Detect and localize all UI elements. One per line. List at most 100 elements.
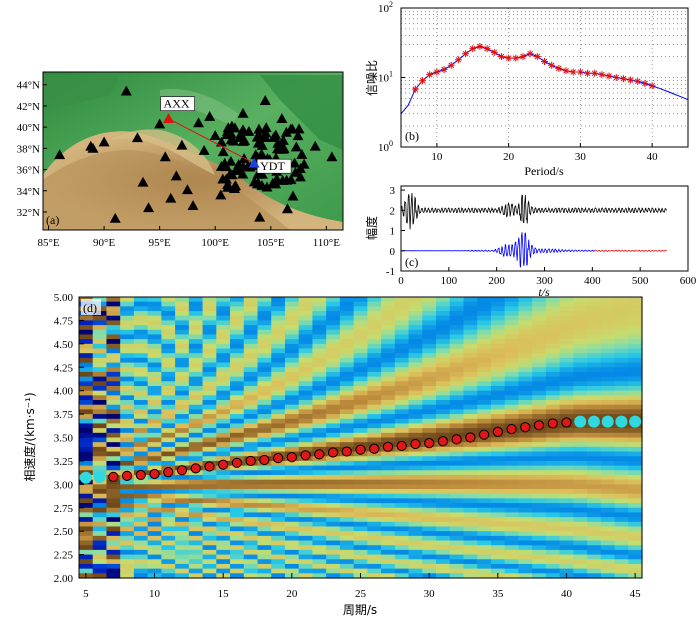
- station-triangle: [187, 200, 199, 211]
- panel-c-label: (c): [405, 255, 418, 269]
- snr-marker: [576, 68, 584, 76]
- wave-ylabel: 幅度: [364, 216, 379, 240]
- disp-y-tick: 4.00: [54, 386, 74, 398]
- station-triangle: [215, 189, 227, 200]
- red-marker: [396, 440, 407, 452]
- wave-x-tick: 400: [584, 275, 601, 287]
- station-axx: AXX: [160, 96, 195, 124]
- station-triangle: [292, 130, 304, 141]
- wave-x-tick: 0: [398, 275, 404, 287]
- cyan-marker: [601, 415, 614, 428]
- snr-x-tick: 40: [647, 151, 659, 163]
- snr-marker: [533, 53, 541, 61]
- disp-x-tick: 10: [149, 588, 161, 600]
- station-triangle: [217, 173, 229, 184]
- lat-tick-label: 44°N: [17, 80, 40, 92]
- panel-a-label: (a): [46, 213, 59, 227]
- wave-y-tick: 1: [390, 226, 396, 238]
- wave-x-tick: 100: [441, 275, 458, 287]
- snr-marker: [433, 68, 441, 76]
- red-marker: [300, 450, 311, 461]
- snr-y-ticks: 100 101 102: [378, 0, 405, 154]
- wave-x-tick: 200: [488, 275, 505, 287]
- lat-tick-label: 36°N: [17, 165, 40, 177]
- station-triangle: [220, 161, 232, 172]
- snr-marker: [627, 76, 635, 84]
- disp-y-tick: 4.75: [54, 315, 74, 327]
- station-triangle: [281, 203, 293, 214]
- station-triangle: [170, 170, 182, 181]
- station-triangle: [137, 176, 149, 187]
- station-triangle: [251, 178, 263, 189]
- snr-marker: [619, 75, 627, 83]
- disp-y-tick: 2.25: [54, 550, 74, 562]
- red-marker: [245, 455, 256, 467]
- snr-x-tick: 20: [503, 151, 515, 163]
- terrain: [43, 72, 343, 230]
- station-triangle: [237, 107, 249, 118]
- station-triangle: [267, 177, 279, 188]
- cyan-marker: [574, 415, 587, 428]
- station-triangle: [234, 132, 246, 142]
- disp-x-tick: 25: [355, 588, 367, 600]
- snr-marker: [612, 74, 620, 81]
- snr-grid: [401, 8, 688, 147]
- station-triangle: [281, 174, 293, 185]
- snr-marker: [505, 54, 513, 62]
- snr-marker: [569, 68, 577, 76]
- disp-y-tick: 4.50: [54, 339, 74, 351]
- panel-b-label: (b): [405, 129, 419, 143]
- station-triangle: [254, 168, 266, 179]
- station-triangle: [254, 211, 266, 222]
- station-axx-label: AXX: [164, 97, 190, 111]
- disp-y-tick: 2.00: [54, 573, 74, 585]
- red-marker: [273, 453, 284, 464]
- snr-marker: [541, 57, 548, 65]
- snr-marker: [411, 85, 419, 93]
- lon-tick-label: 110°E: [313, 237, 340, 249]
- lon-tick-label: 90°E: [93, 237, 115, 249]
- station-triangle: [276, 113, 288, 124]
- station-triangle: [260, 127, 272, 138]
- snr-marker: [469, 45, 477, 53]
- station-triangle: [181, 184, 193, 195]
- wave-xlabel: t/s: [538, 285, 550, 299]
- disp-y-tick: 3.75: [54, 409, 74, 421]
- red-marker: [286, 452, 297, 463]
- station-triangle: [289, 157, 301, 168]
- panel-a-map: 85°E 90°E 95°E 100°E 105°E 110°E 32°N 34°N 36°N…: [17, 71, 344, 249]
- snr-y-tick: 100: [378, 139, 393, 154]
- red-marker: [355, 444, 366, 455]
- cyan-marker: [587, 415, 600, 428]
- wave-x-tick: 300: [536, 275, 553, 287]
- snr-marker: [526, 50, 534, 58]
- disp-y-ticks: 2.00 2.25 2.50 2.75 3.00 3.25 3.50 3.75 4.00 4.25…: [54, 292, 84, 585]
- lon-tick-label: 95°E: [149, 237, 171, 249]
- snr-marker: [641, 79, 649, 87]
- lon-tick-label: 105°E: [257, 237, 285, 249]
- lon-tick-label: 85°E: [37, 237, 59, 249]
- station-triangle: [225, 127, 237, 138]
- red-marker: [259, 454, 270, 466]
- red-marker: [410, 438, 421, 450]
- disp-y-tick: 3.25: [54, 456, 74, 468]
- station-triangle: [243, 125, 255, 136]
- lat-tick-label: 34°N: [17, 186, 40, 198]
- red-marker: [314, 449, 325, 460]
- snr-x-tick: 10: [431, 151, 443, 163]
- cyan-marker: [93, 470, 106, 483]
- station-triangle: [228, 183, 240, 193]
- red-markers: [108, 417, 572, 482]
- disp-x-tick: 5: [83, 588, 89, 600]
- snr-marker: [548, 61, 556, 69]
- red-marker: [327, 447, 339, 458]
- station-triangle: [277, 135, 289, 145]
- station-triangle: [85, 140, 97, 151]
- station-ydt: YDT: [248, 157, 292, 174]
- snr-marker: [519, 53, 527, 61]
- snr-marker: [598, 71, 606, 79]
- station-triangle: [275, 143, 287, 154]
- snr-y-tick: 101: [378, 70, 393, 85]
- disp-x-tick: 45: [630, 588, 642, 600]
- station-triangle: [256, 139, 268, 150]
